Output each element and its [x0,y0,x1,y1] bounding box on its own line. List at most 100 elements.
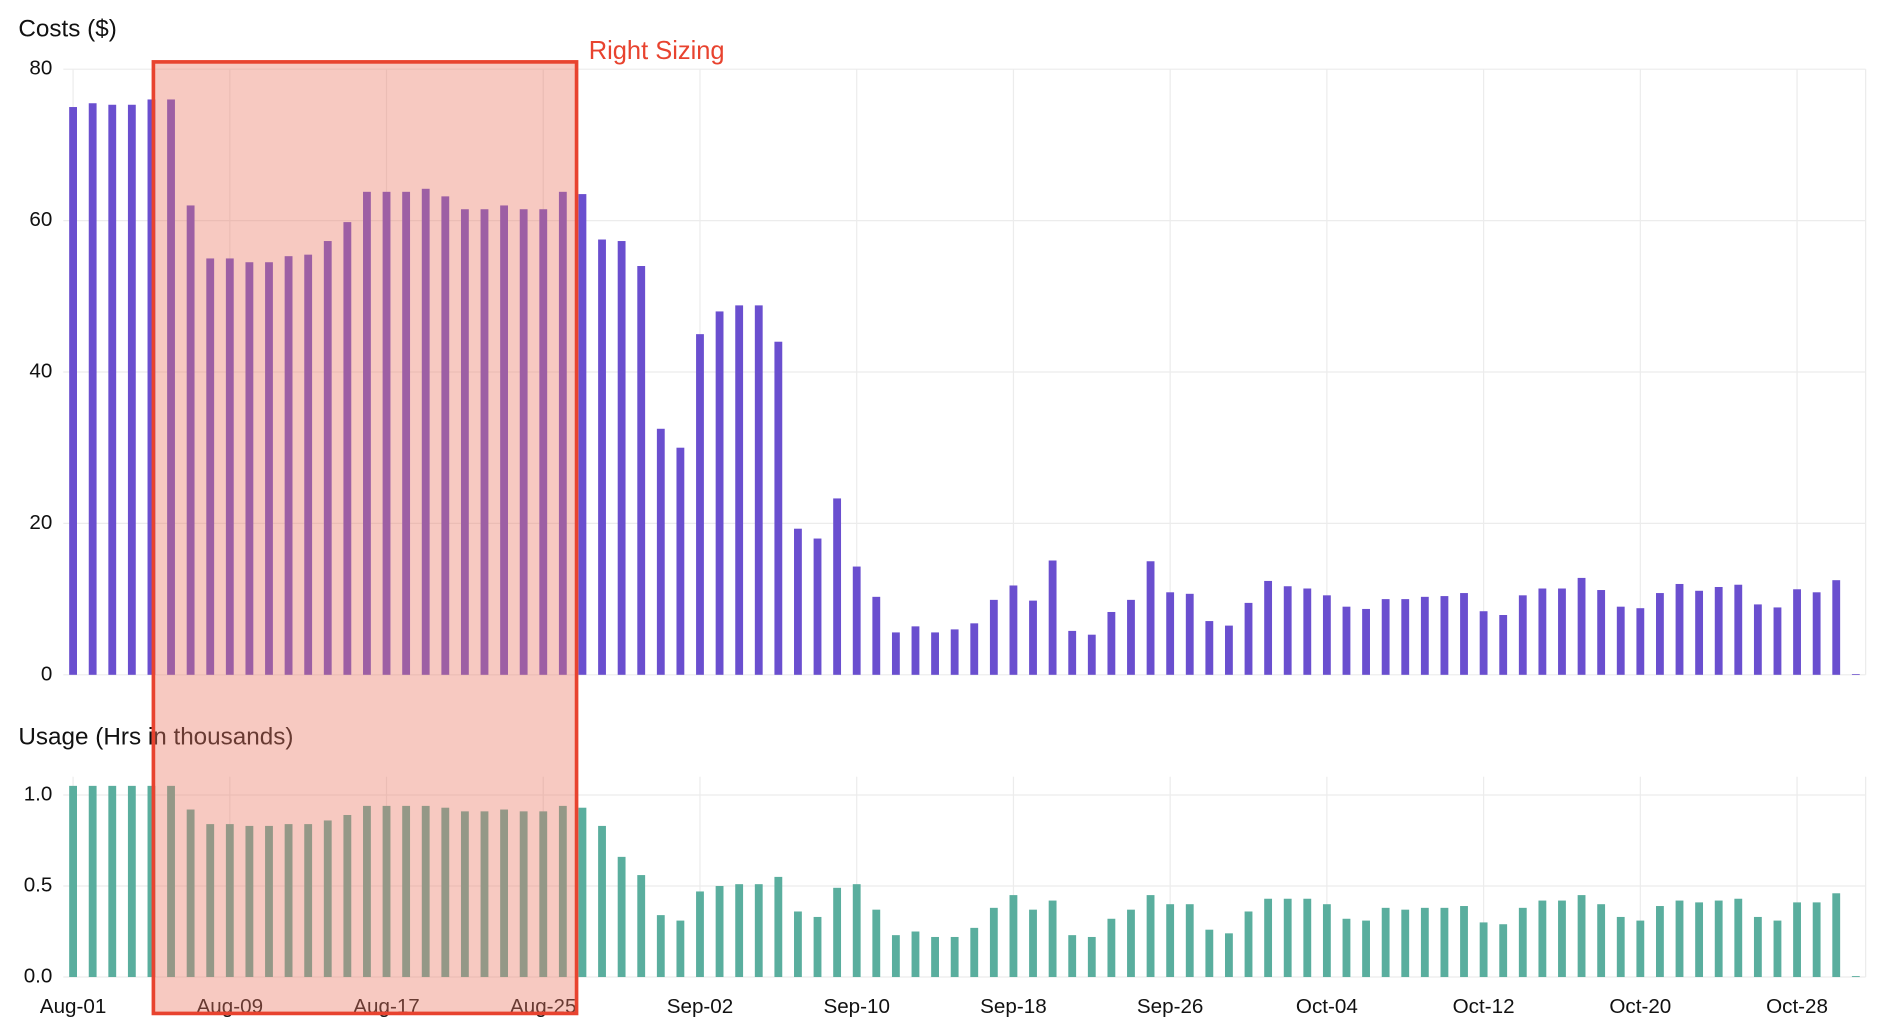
bar [460,209,469,675]
bar [1793,589,1801,675]
bar [989,907,998,978]
bar [460,811,469,978]
bar [1558,588,1566,675]
bar [127,104,136,675]
bar [69,785,77,978]
bar [1185,593,1194,675]
bar [1009,585,1018,675]
bar [1205,929,1214,978]
y-tick-label: 40 [29,359,52,382]
bar [989,599,998,675]
y-tick-label: 60 [29,208,52,231]
bar [852,884,861,978]
x-tick-label: Aug-01 [40,995,107,1018]
bar [1538,588,1547,675]
bar [656,915,665,978]
bar [715,311,724,675]
bar [69,107,77,675]
bar [1714,586,1723,675]
bar [1420,907,1429,978]
bar [656,428,665,675]
bar [1283,898,1292,978]
bar [1812,592,1821,675]
bar [1381,907,1390,978]
bar [421,805,430,978]
bar [696,891,704,978]
bar [1753,604,1762,675]
bar [1342,606,1351,675]
bar [911,626,920,675]
x-tick-label: Sep-18 [980,995,1047,1018]
bar [931,632,939,675]
bar [578,194,587,675]
bar [617,856,626,978]
bar [1146,895,1155,978]
bar [637,266,646,675]
bar [578,807,587,978]
bar [558,805,567,978]
bar [519,209,528,675]
bar [284,256,293,675]
bar [500,205,508,675]
bar [441,196,450,675]
bar [1832,580,1841,675]
bar [1753,916,1762,978]
bar [167,785,175,978]
bar [186,205,195,675]
bar [402,191,411,675]
bar [931,936,939,978]
bar [1479,922,1488,978]
bar [1009,895,1018,978]
bar [1322,595,1331,675]
bar [245,825,254,978]
bar [1518,907,1527,978]
x-tick-label: Oct-20 [1609,995,1671,1018]
bar [891,632,900,675]
bar [206,824,215,978]
x-tick-label: Sep-02 [667,995,734,1018]
y-tick-label: 20 [29,511,52,534]
bar [343,222,352,675]
bar [1773,607,1782,675]
bar [1225,933,1233,978]
bar [715,885,724,978]
bar [1499,924,1508,978]
bar [421,188,430,675]
bar [1812,902,1821,978]
bar [1362,608,1370,675]
bar [1303,588,1312,675]
bar [1185,904,1194,978]
bar [833,498,842,675]
bar [794,911,802,978]
bar [1225,625,1233,675]
bar [88,785,97,978]
bar [1714,900,1723,978]
x-tick-label: Oct-12 [1453,995,1515,1018]
bar [382,191,391,675]
bar [1675,583,1684,675]
bar [1577,895,1586,978]
bar [1401,909,1410,978]
bar [1440,907,1449,978]
bar [284,824,293,978]
bar [480,209,489,675]
bar [1107,611,1116,675]
bar [950,936,959,978]
bar [1851,674,1860,675]
bar [500,809,508,978]
bar [676,920,685,978]
bar [1675,900,1684,978]
bar [88,103,97,675]
bar [1166,904,1175,978]
bar [265,825,273,978]
bar [1695,590,1704,675]
bar [1087,936,1096,978]
bar [539,811,548,978]
bar [774,341,783,675]
bar [186,809,195,978]
bar [852,566,861,675]
bar [813,916,822,978]
bar [872,909,881,978]
bar [1127,599,1135,675]
y-tick-label: 1.0 [24,782,53,805]
